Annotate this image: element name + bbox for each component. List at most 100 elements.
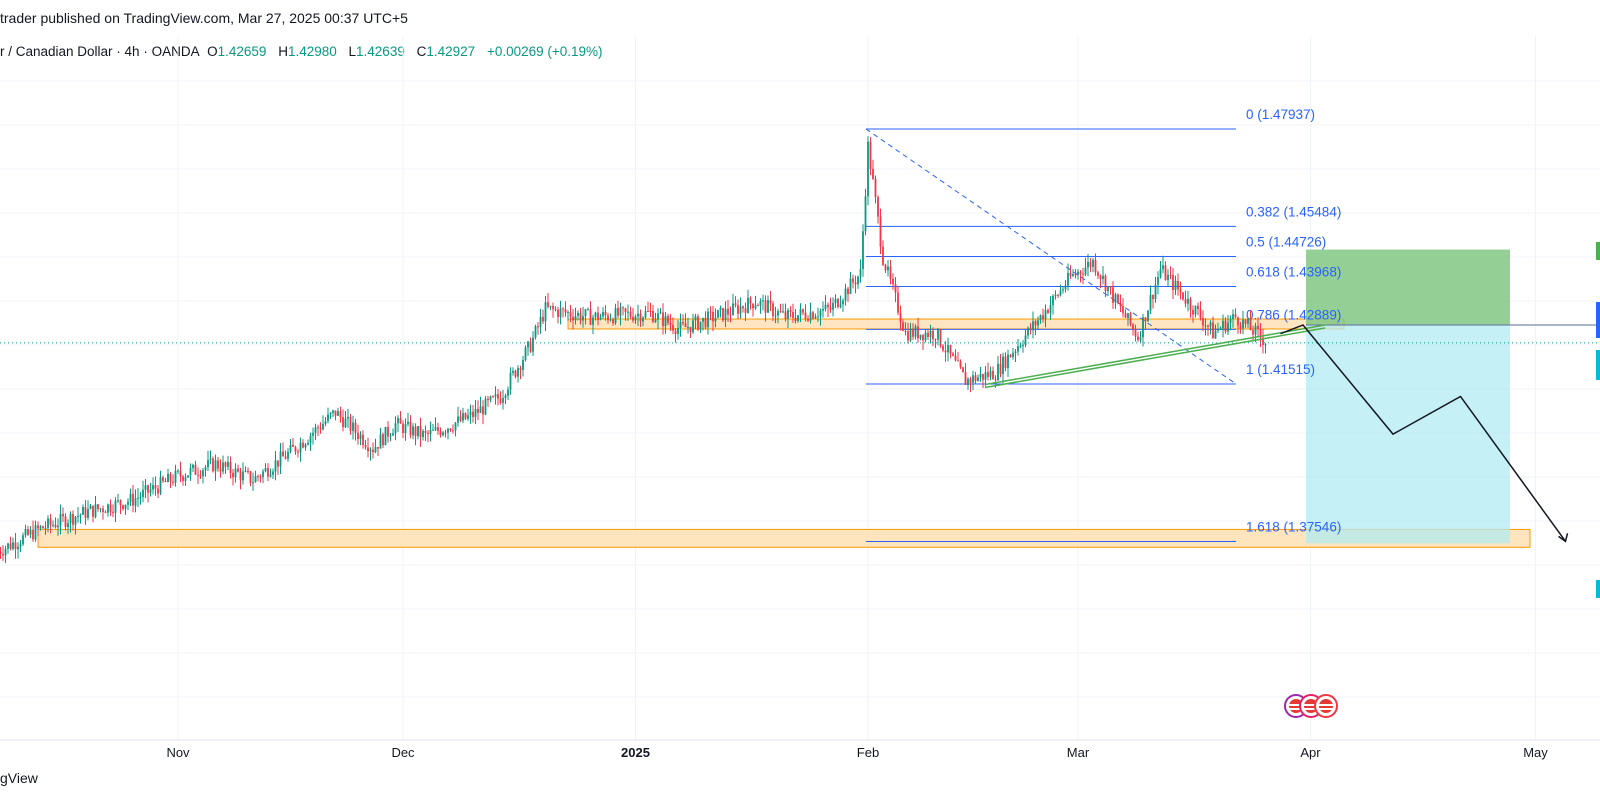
candle-body [1112, 287, 1114, 303]
candle-body [202, 470, 204, 477]
candle-body [1252, 330, 1254, 335]
candle-body [659, 312, 662, 314]
x-tick-label: May [1523, 745, 1548, 760]
candle-body [654, 319, 657, 322]
candle-body [1022, 344, 1024, 347]
candle-body [179, 470, 182, 477]
candle-body [614, 308, 617, 324]
candle-body [297, 451, 299, 453]
candle-body [889, 266, 892, 279]
candle-body [254, 476, 257, 483]
candle-body [152, 485, 154, 490]
symbol-name[interactable]: r / Canadian Dollar · 4h · OANDA [0, 44, 200, 59]
candle-body [277, 460, 279, 467]
candle-body [1017, 346, 1019, 352]
candle-body [372, 449, 374, 453]
candle-body [674, 330, 677, 334]
candle-body [639, 313, 642, 322]
economic-events[interactable] [1284, 694, 1338, 718]
candle-body [164, 480, 167, 483]
candle-body [1197, 305, 1199, 310]
drawings[interactable] [984, 324, 1569, 543]
candle-body [1052, 296, 1054, 306]
stop-loss-area[interactable] [1306, 249, 1510, 325]
candle-body [129, 493, 132, 502]
candle-body [64, 516, 67, 528]
change-value: +0.00269 (+0.19%) [486, 44, 603, 59]
candle-body [859, 269, 862, 277]
candle-body [227, 461, 229, 467]
candle-body [1122, 306, 1124, 314]
candle-body [907, 331, 909, 341]
candle-body [457, 416, 459, 423]
candle-body [582, 316, 584, 321]
candle-body [842, 300, 844, 305]
candle-body [1249, 319, 1252, 331]
candle-body [402, 423, 404, 434]
candle-body [444, 432, 447, 434]
candle-body [1079, 271, 1082, 274]
candle-body [487, 398, 489, 401]
us-flag-icon[interactable] [1314, 694, 1338, 718]
candle-body [957, 360, 959, 362]
trendline-upper[interactable] [984, 324, 1326, 386]
tradingview-brand: gView [0, 770, 38, 786]
candle-body [1189, 298, 1192, 310]
candle-body [567, 312, 569, 314]
fib-level-label: 0.618 (1.43968) [1246, 265, 1341, 280]
x-tick-label: Mar [1067, 745, 1090, 760]
candle-body [147, 485, 149, 493]
candle-body [262, 471, 264, 478]
candle-body [292, 444, 294, 447]
price-chart[interactable]: 0 (1.47937) 0.382 (1.45484) 0.5 (1.44726) 0… [0, 36, 1600, 766]
candle-body [824, 304, 827, 310]
candle-body [1242, 319, 1244, 329]
candle-body [222, 462, 224, 472]
candle-body [947, 345, 949, 353]
support-zone[interactable] [37, 528, 1531, 548]
candle-body [797, 315, 799, 322]
candle-body [1109, 286, 1112, 288]
candle-body [244, 470, 247, 472]
candle-body [664, 315, 667, 327]
candle-body [1119, 302, 1122, 307]
candle-body [212, 458, 214, 472]
short-position-tool[interactable] [1306, 249, 1600, 544]
candle-body [979, 373, 982, 378]
open-key: O [207, 44, 218, 59]
candle-body [759, 300, 762, 306]
candle-body [1259, 329, 1262, 338]
candle-body [749, 297, 752, 304]
candle-body [782, 311, 784, 313]
candle-body [564, 309, 567, 313]
candle-body [494, 394, 497, 397]
candle-body [149, 489, 152, 493]
candle-body [469, 411, 472, 416]
candle-body [284, 456, 287, 459]
take-profit-area[interactable] [1306, 324, 1510, 544]
candle-body [929, 330, 932, 337]
projection-path[interactable] [1280, 324, 1567, 542]
trendline-lower[interactable] [984, 327, 1326, 389]
candle-body [1204, 325, 1207, 327]
candle-body [32, 529, 34, 540]
candle-body [719, 307, 722, 311]
candle-body [762, 300, 764, 302]
candle-body [1089, 261, 1092, 267]
candle-body [387, 426, 389, 437]
candle-body [229, 461, 232, 473]
candle-body [362, 434, 364, 446]
fib-level-label: 1 (1.41515) [1246, 362, 1315, 377]
candle-body [379, 434, 382, 449]
candle-body [94, 504, 97, 517]
candle-body [112, 511, 114, 513]
candle-body [1139, 337, 1142, 340]
fibonacci-retracement[interactable]: 0 (1.47937) 0.382 (1.45484) 0.5 (1.44726) 0… [865, 107, 1341, 542]
candle-body [597, 312, 599, 320]
candle-body [822, 309, 824, 311]
candle-body [289, 444, 292, 452]
candle-body [812, 312, 814, 319]
candle-body [174, 470, 177, 483]
candle-body [409, 421, 412, 436]
candle-body [49, 518, 52, 525]
